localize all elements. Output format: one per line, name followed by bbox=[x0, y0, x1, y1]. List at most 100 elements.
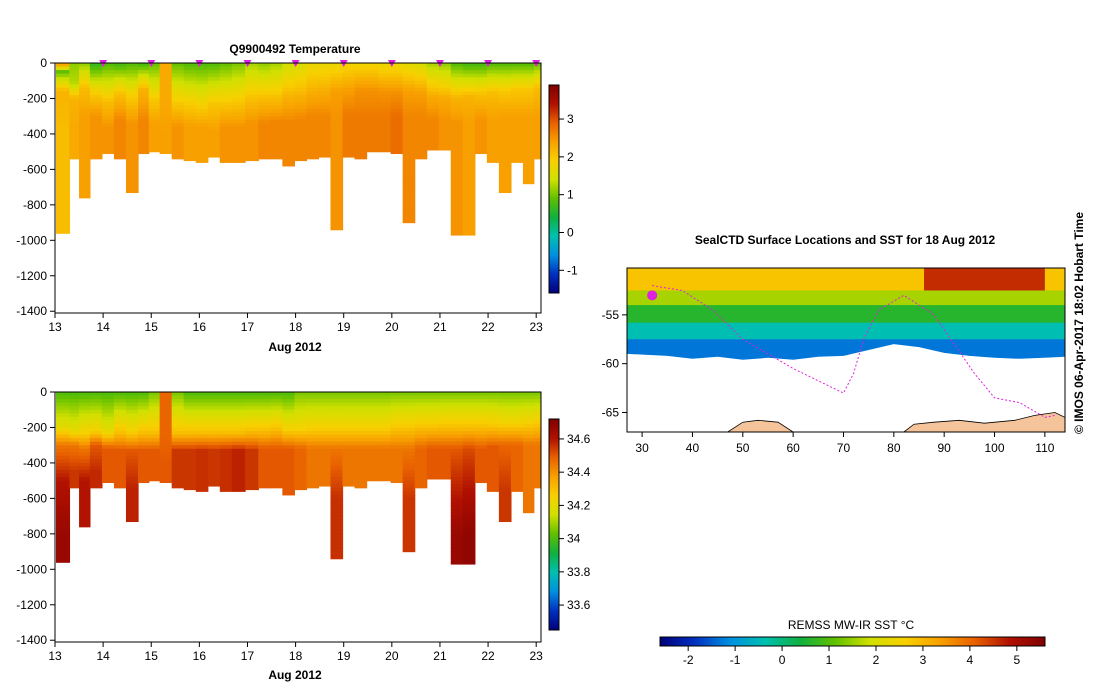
profile-column bbox=[207, 392, 221, 487]
section-cell bbox=[125, 516, 139, 521]
section-cell bbox=[390, 63, 404, 68]
section-cell bbox=[171, 423, 185, 429]
section-cell bbox=[258, 123, 271, 128]
section-cell bbox=[56, 98, 71, 103]
section-cell bbox=[231, 416, 246, 421]
section-cell bbox=[245, 105, 259, 110]
section-cell bbox=[462, 94, 476, 100]
section-cell bbox=[294, 126, 308, 131]
section-cell bbox=[125, 119, 139, 124]
section-cell bbox=[125, 498, 139, 503]
section-cell bbox=[294, 459, 308, 464]
section-cell bbox=[533, 109, 541, 114]
section-cell bbox=[450, 438, 464, 443]
section-cell bbox=[486, 102, 500, 107]
section-cell bbox=[56, 555, 71, 560]
section-cell bbox=[231, 133, 246, 139]
salinity-xlabel: Aug 2012 bbox=[268, 668, 322, 682]
section-cell bbox=[378, 477, 392, 482]
section-cell bbox=[450, 137, 464, 142]
section-cell bbox=[258, 484, 271, 489]
section-cell bbox=[89, 402, 103, 407]
section-cell bbox=[79, 484, 91, 489]
x-tick-label: 16 bbox=[193, 320, 207, 334]
section-cell bbox=[282, 466, 295, 471]
section-cell bbox=[56, 427, 71, 432]
section-cell bbox=[330, 416, 344, 421]
section-cell bbox=[402, 148, 416, 153]
section-cell bbox=[79, 431, 91, 436]
section-cell bbox=[159, 137, 173, 142]
section-cell bbox=[89, 130, 103, 135]
section-cell bbox=[486, 470, 500, 475]
section-cell bbox=[56, 399, 71, 404]
section-cell bbox=[450, 512, 464, 517]
section-cell bbox=[69, 413, 80, 418]
y-tick-label: -1200 bbox=[16, 269, 47, 283]
section-cell bbox=[402, 201, 416, 206]
section-cell bbox=[330, 399, 344, 404]
section-cell bbox=[318, 438, 332, 443]
section-cell bbox=[330, 126, 344, 131]
section-cell bbox=[306, 434, 320, 439]
section-cell bbox=[101, 413, 115, 418]
section-cell bbox=[330, 494, 344, 499]
section-cell bbox=[101, 148, 115, 153]
section-cell bbox=[378, 423, 392, 429]
section-cell bbox=[138, 448, 150, 453]
section-cell bbox=[426, 66, 440, 71]
section-cell bbox=[207, 420, 221, 425]
y-tick-label: -600 bbox=[23, 491, 47, 505]
section-cell bbox=[426, 423, 440, 429]
section-cell bbox=[125, 176, 139, 181]
section-cell bbox=[450, 409, 464, 414]
section-cell bbox=[138, 480, 150, 484]
sst-colorbar-tick-label: 3 bbox=[920, 653, 927, 667]
section-cell bbox=[245, 112, 259, 117]
section-cell bbox=[79, 462, 91, 468]
section-cell bbox=[390, 130, 404, 135]
section-cell bbox=[330, 530, 344, 535]
section-cell bbox=[522, 509, 535, 514]
section-cell bbox=[159, 462, 173, 468]
section-cell bbox=[366, 87, 380, 92]
section-cell bbox=[462, 84, 476, 89]
section-cell bbox=[138, 73, 150, 78]
section-cell bbox=[195, 80, 209, 85]
section-cell bbox=[450, 477, 464, 482]
section-cell bbox=[462, 431, 476, 436]
section-cell bbox=[56, 77, 71, 82]
section-cell bbox=[79, 66, 91, 71]
section-cell bbox=[378, 392, 392, 397]
section-cell bbox=[219, 434, 233, 439]
section-cell bbox=[231, 87, 246, 92]
section-cell bbox=[69, 416, 80, 421]
section-cell bbox=[533, 98, 541, 103]
section-cell bbox=[207, 77, 221, 82]
section-cell bbox=[414, 462, 428, 468]
section-cell bbox=[56, 137, 71, 142]
section-cell bbox=[330, 423, 344, 429]
section-cell bbox=[231, 441, 246, 446]
section-cell bbox=[79, 169, 91, 174]
section-cell bbox=[171, 133, 185, 139]
section-cell bbox=[462, 204, 476, 209]
section-cell bbox=[125, 512, 139, 517]
section-cell bbox=[390, 452, 404, 457]
section-cell bbox=[354, 109, 368, 114]
section-cell bbox=[183, 416, 197, 421]
section-cell bbox=[330, 102, 344, 107]
section-cell bbox=[270, 409, 283, 414]
section-cell bbox=[258, 116, 271, 121]
section-cell bbox=[390, 413, 404, 418]
section-cell bbox=[56, 187, 71, 192]
section-cell bbox=[354, 406, 368, 411]
section-cell bbox=[402, 183, 416, 188]
section-cell bbox=[474, 70, 488, 75]
section-cell bbox=[330, 431, 344, 436]
section-cell bbox=[498, 466, 512, 471]
section-cell bbox=[245, 63, 259, 68]
section-cell bbox=[366, 98, 380, 103]
section-cell bbox=[450, 165, 464, 170]
section-cell bbox=[270, 445, 283, 450]
